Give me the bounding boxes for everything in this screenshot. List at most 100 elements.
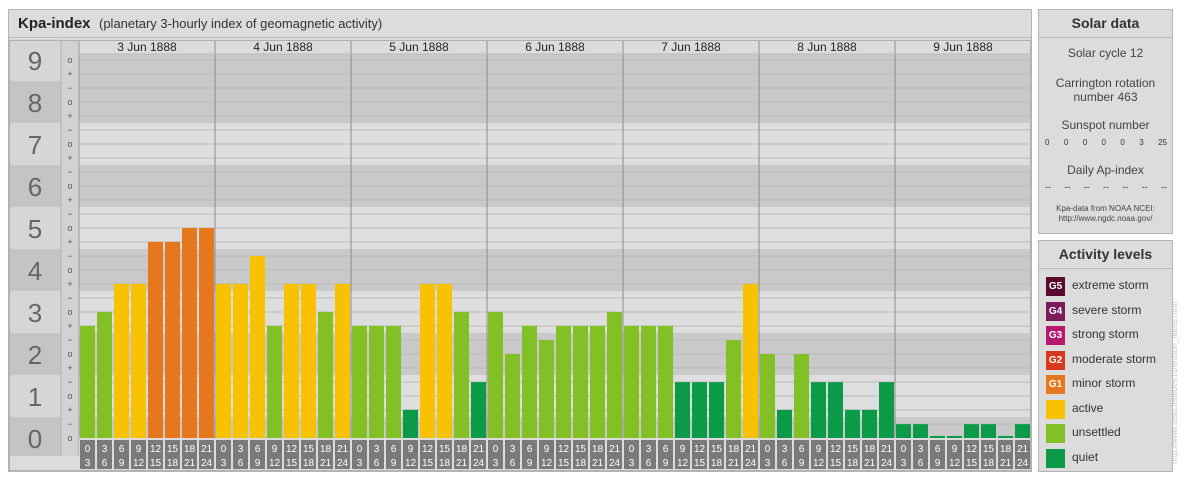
activity-level-moderate-storm: G2 moderate storm xyxy=(1046,350,1170,370)
hour-end-label: 12 xyxy=(541,458,553,469)
hour-start-label: 21 xyxy=(881,444,893,455)
site-credit: http://www.tesis.lebedev.ru/en/sun_flare… xyxy=(1170,301,1179,464)
sunspot-value: 25 xyxy=(1158,138,1167,147)
y-tick-label: 4 xyxy=(28,256,42,286)
kp-bar xyxy=(437,283,452,438)
kp-bar xyxy=(828,382,843,438)
hour-cell xyxy=(573,440,588,469)
y-tick-label: 5 xyxy=(28,214,42,244)
y-tick-label: 9 xyxy=(28,46,42,76)
y-band xyxy=(9,249,61,291)
hour-end-label: 24 xyxy=(201,458,213,469)
y-tick-label: 6 xyxy=(28,172,42,202)
kp-bar xyxy=(335,283,350,438)
kp-bar-zero xyxy=(947,436,962,438)
chart-title: Kpa-index xyxy=(18,15,91,32)
kp-bar xyxy=(896,424,911,438)
hour-start-label: 15 xyxy=(439,444,451,455)
minor-tick-column xyxy=(61,40,79,456)
sunspot-value: 3 xyxy=(1139,138,1144,147)
kp-bar xyxy=(760,354,775,438)
hour-end-label: 24 xyxy=(881,458,893,469)
hour-cell xyxy=(709,440,724,469)
hour-start-label: 21 xyxy=(609,444,621,455)
y-band xyxy=(9,81,61,123)
day-label: 4 Jun 1888 xyxy=(253,40,313,54)
hour-start-label: 15 xyxy=(303,444,315,455)
hour-start-label: 9 xyxy=(680,444,686,455)
hour-end-label: 21 xyxy=(456,458,468,469)
hour-cell xyxy=(964,440,979,469)
source-link[interactable]: http://www.ngdc.noaa.gov/ xyxy=(1058,214,1153,223)
minor-tick-label: − xyxy=(67,125,72,135)
kp-bar-zero xyxy=(930,436,945,438)
minor-tick-label: + xyxy=(67,153,72,163)
kp-bar xyxy=(318,312,333,438)
hour-cell xyxy=(794,440,809,469)
activity-levels-title: Activity levels xyxy=(1039,241,1172,269)
hour-end-label: 3 xyxy=(901,458,907,469)
hour-start-label: 21 xyxy=(201,444,213,455)
hour-end-label: 18 xyxy=(575,458,587,469)
level-swatch: G1 xyxy=(1046,375,1065,394)
sunspot-value: 0 xyxy=(1063,138,1069,147)
sunspot-value: 0 xyxy=(1045,138,1050,147)
hour-cell xyxy=(624,440,639,469)
minor-tick-label: o xyxy=(67,55,72,65)
minor-tick-label: + xyxy=(67,405,72,415)
hour-end-label: 24 xyxy=(745,458,757,469)
hour-start-label: 6 xyxy=(255,444,261,455)
hour-start-label: 15 xyxy=(167,444,179,455)
kp-bar xyxy=(641,325,656,438)
hour-end-label: 12 xyxy=(405,458,417,469)
hour-end-label: 9 xyxy=(391,458,397,469)
minor-tick-label: + xyxy=(67,363,72,373)
hour-start-label: 0 xyxy=(221,444,227,455)
kp-bar xyxy=(267,325,282,438)
day-label: 7 Jun 1888 xyxy=(661,40,721,54)
hour-end-label: 12 xyxy=(269,458,281,469)
hour-cell xyxy=(284,440,299,469)
minor-tick-label: o xyxy=(67,181,72,191)
hour-cell xyxy=(267,440,282,469)
y-band xyxy=(9,375,61,417)
hour-start-label: 18 xyxy=(592,444,604,455)
hour-cell xyxy=(556,440,571,469)
hour-start-label: 0 xyxy=(493,444,499,455)
hour-start-label: 3 xyxy=(238,444,244,455)
hour-cell xyxy=(318,440,333,469)
minor-tick-label: o xyxy=(67,349,72,359)
minor-tick-label: o xyxy=(67,307,72,317)
level-swatch: G3 xyxy=(1046,326,1065,345)
level-label: unsettled xyxy=(1072,425,1121,439)
hour-cell xyxy=(760,440,775,469)
hour-cell xyxy=(879,440,894,469)
hour-start-label: 6 xyxy=(935,444,941,455)
hour-start-label: 21 xyxy=(473,444,485,455)
level-swatch xyxy=(1046,424,1065,443)
y-band xyxy=(9,333,61,375)
hour-start-label: 12 xyxy=(150,444,162,455)
minor-tick-label: − xyxy=(67,335,72,345)
minor-tick-label: o xyxy=(67,139,72,149)
hour-end-label: 21 xyxy=(728,458,740,469)
hour-start-label: 12 xyxy=(422,444,434,455)
minor-tick-label: − xyxy=(67,377,72,387)
hour-end-label: 24 xyxy=(1017,458,1029,469)
ap-value: -- xyxy=(1102,182,1109,192)
hour-cell xyxy=(862,440,877,469)
hour-start-label: 18 xyxy=(1000,444,1012,455)
hour-cell xyxy=(641,440,656,469)
minor-tick-label: + xyxy=(67,237,72,247)
kp-bar xyxy=(624,325,639,438)
level-label: severe storm xyxy=(1072,302,1142,317)
hour-end-label: 3 xyxy=(85,458,91,469)
hour-start-label: 18 xyxy=(864,444,876,455)
hour-end-label: 9 xyxy=(255,458,261,469)
hour-end-label: 18 xyxy=(983,458,995,469)
hour-cell xyxy=(420,440,435,469)
hour-start-label: 18 xyxy=(456,444,468,455)
kp-bar xyxy=(726,340,741,438)
kp-bar xyxy=(539,340,554,438)
ap-value: -- xyxy=(1160,182,1167,192)
